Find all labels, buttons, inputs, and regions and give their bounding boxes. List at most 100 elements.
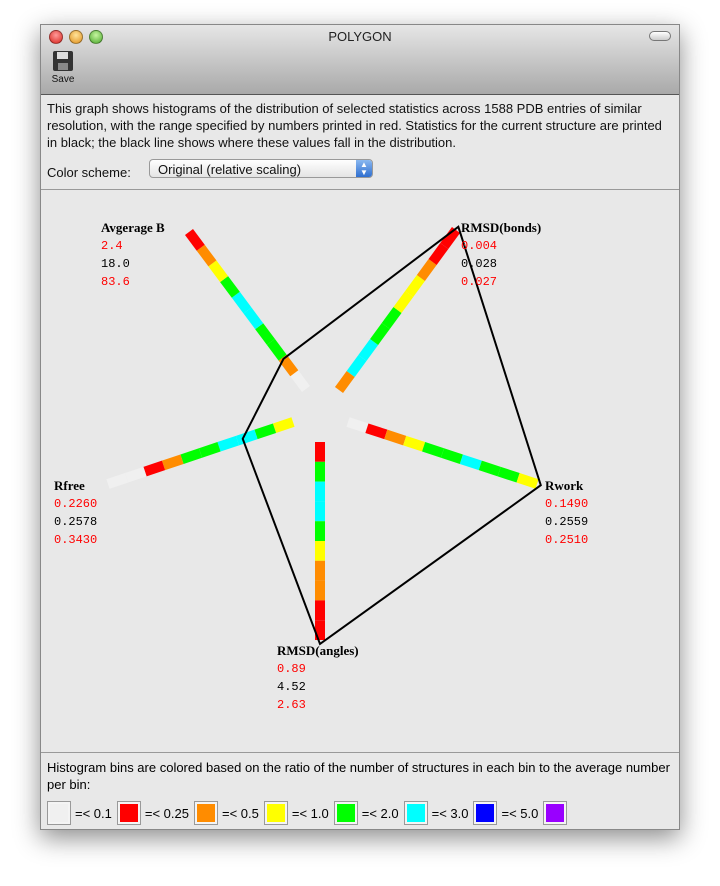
histogram-bin xyxy=(266,338,287,361)
histogram-bin xyxy=(180,448,203,464)
legend-label: =< 0.1 xyxy=(75,805,112,821)
legend-label: =< 0.25 xyxy=(144,805,189,821)
histogram-bin xyxy=(393,291,414,313)
histogram-bin xyxy=(478,460,501,477)
histogram-bin xyxy=(516,473,539,489)
current-structure-polygon xyxy=(241,225,542,646)
histogram-bin xyxy=(272,417,295,433)
histogram-bin xyxy=(334,371,355,393)
description-panel: This graph shows histograms of the distr… xyxy=(41,95,679,190)
legend-label: =< 2.0 xyxy=(361,805,399,821)
histogram-bin xyxy=(358,339,379,361)
axis-value: 4.52 xyxy=(277,680,306,694)
histogram-bin xyxy=(403,435,426,452)
save-button[interactable]: Save xyxy=(49,51,77,85)
toolbar-toggle-button[interactable] xyxy=(649,31,671,41)
legend-text: Histogram bins are colored based on the … xyxy=(47,760,670,792)
axis-name: RMSD(angles) xyxy=(277,643,359,658)
axis-name: RMSD(bonds) xyxy=(461,220,542,235)
legend-label: =< 0.5 xyxy=(221,805,259,821)
axis-label: Rfree 0.2260 0.2578 0.3430 xyxy=(54,477,97,549)
histogram-bin xyxy=(278,354,299,377)
histogram-bin xyxy=(231,291,252,314)
color-scheme-label: Color scheme: xyxy=(47,165,131,180)
histogram-bin xyxy=(290,370,311,392)
histogram-bin xyxy=(440,448,463,464)
histogram-bin xyxy=(384,429,407,446)
histogram-bin xyxy=(405,275,425,297)
axis-max: 0.3430 xyxy=(54,533,98,547)
histogram-bin xyxy=(217,435,240,452)
axis-name: Rwork xyxy=(545,478,584,493)
histogram-bin xyxy=(381,307,402,329)
axis-max: 2.63 xyxy=(277,698,306,712)
histogram-bin xyxy=(124,466,147,483)
axis-min: 0.89 xyxy=(277,662,306,676)
axis-max: 0.027 xyxy=(461,275,498,289)
legend-swatch-white xyxy=(47,801,71,825)
histogram-bin xyxy=(365,423,388,440)
axis-min: 0.2260 xyxy=(54,497,98,511)
axis-min: 2.4 xyxy=(101,239,123,253)
histogram-bin xyxy=(255,323,275,345)
histogram-bin xyxy=(235,429,258,446)
legend-swatch-red xyxy=(116,801,141,825)
histogram-bin xyxy=(198,442,221,458)
histogram-bin xyxy=(422,442,445,458)
polygon-graph: Avgerage B 2.4 18.0 83.6 RMSD(bonds) 0.004 0.0… xyxy=(41,190,679,752)
description-text: This graph shows histograms of the distr… xyxy=(47,101,662,150)
histogram-bin xyxy=(428,243,449,265)
window-title: POLYGON xyxy=(328,29,392,44)
color-scheme-value: Original (relative scaling) xyxy=(158,162,302,177)
zoom-button[interactable] xyxy=(89,30,103,44)
minimize-button[interactable] xyxy=(69,30,83,44)
axis-label: Avgerage B 2.4 18.0 83.6 xyxy=(101,219,165,291)
histogram-bin xyxy=(220,276,240,298)
histogram-bin xyxy=(416,259,437,281)
polygon-window: POLYGON Save This graph shows histograms… xyxy=(40,24,680,830)
axis-value: 0.2578 xyxy=(54,515,98,529)
histogram-bin xyxy=(161,454,184,471)
axis-value: 18.0 xyxy=(101,257,130,271)
axis-name: Rfree xyxy=(54,478,85,493)
axis-value: 0.028 xyxy=(461,257,498,271)
histogram-bin xyxy=(143,460,166,477)
axis-label: RMSD(angles) 0.89 4.52 2.63 xyxy=(277,642,359,714)
axis-label: RMSD(bonds) 0.004 0.028 0.027 xyxy=(461,219,541,291)
axis-max: 83.6 xyxy=(101,275,130,289)
legend-swatch-green xyxy=(333,801,358,825)
save-label: Save xyxy=(51,74,75,85)
axis-max: 0.2510 xyxy=(545,533,589,547)
legend-items: =< 0.1 =< 0.25 =< 0.5 =< 1.0 =< 2.0 =< 3.0 =< … xyxy=(47,801,571,825)
axis-name: Avgerage B xyxy=(101,220,165,235)
histogram-bin xyxy=(346,417,369,433)
floppy-disk-icon xyxy=(53,51,73,71)
color-scheme-select[interactable]: Original (relative scaling) ▲ ▼ xyxy=(149,159,373,178)
legend-swatch-blue xyxy=(473,801,498,825)
legend-swatch-cyan xyxy=(403,801,428,825)
legend-label: =< 1.0 xyxy=(291,805,329,821)
histogram-bin xyxy=(370,323,390,345)
histogram-bin xyxy=(459,454,482,471)
histogram-bin xyxy=(196,244,217,267)
histogram-bin xyxy=(184,229,205,251)
legend-swatch-orange xyxy=(193,801,218,825)
title-bar[interactable]: POLYGON Save xyxy=(41,25,679,95)
polygon-svg xyxy=(106,225,542,646)
close-button[interactable] xyxy=(49,30,63,44)
histogram-bin xyxy=(440,227,461,249)
axis-min: 0.1490 xyxy=(545,497,589,511)
legend-panel: Histogram bins are colored based on the … xyxy=(41,752,679,830)
histogram-bin xyxy=(497,466,520,483)
legend-swatch-yellow xyxy=(263,801,288,825)
axis-min: 0.004 xyxy=(461,239,498,253)
axis-value: 0.2559 xyxy=(545,515,589,529)
histogram-bin xyxy=(208,260,229,283)
updown-arrows-icon: ▲ ▼ xyxy=(356,160,372,177)
legend-label: =< 3.0 xyxy=(431,805,469,821)
axis-label: Rwork 0.1490 0.2559 0.2510 xyxy=(545,477,588,549)
histogram-bin xyxy=(243,307,264,330)
legend-swatch-purple xyxy=(543,801,568,825)
legend-label: =< 5.0 xyxy=(501,805,539,821)
histogram-bin xyxy=(254,423,277,440)
